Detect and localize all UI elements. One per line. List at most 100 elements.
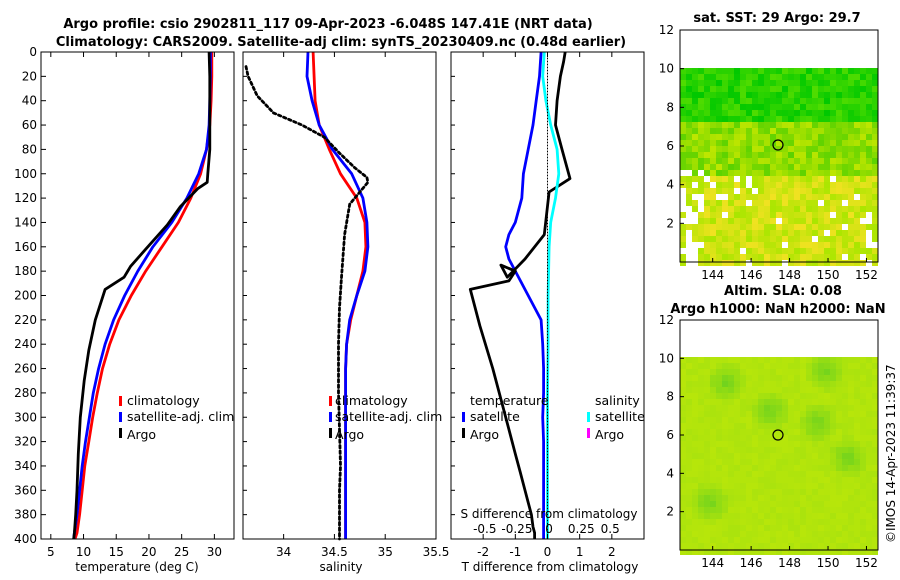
- sla-map-cell: [836, 369, 842, 375]
- sst-map-cell: [860, 170, 866, 176]
- sst-map-cell: [854, 158, 860, 164]
- sla-map-cell: [686, 543, 692, 549]
- sla-map-cell: [692, 549, 698, 555]
- sst-map-cell: [842, 80, 848, 86]
- sst-map-cell: [710, 110, 716, 116]
- sst-map-cell: [848, 230, 854, 236]
- sla-map-cell: [740, 477, 746, 483]
- sla-map-cell: [686, 453, 692, 459]
- sst-map-cell: [698, 176, 704, 182]
- sla-map-cell: [842, 537, 848, 543]
- sla_map-lon-tick-label: 144: [701, 556, 724, 570]
- sla-map-cell: [716, 405, 722, 411]
- sst-map-cell: [812, 224, 818, 230]
- sla-map-cell: [722, 441, 728, 447]
- sla-map-cell: [770, 375, 776, 381]
- sst-map-cell: [824, 92, 830, 98]
- sst-map-cell: [800, 218, 806, 224]
- sla-map-cell: [824, 453, 830, 459]
- sst-map-cell: [692, 206, 698, 212]
- sla-map-cell: [698, 519, 704, 525]
- sst-map-cell: [824, 116, 830, 122]
- sla-map-cell: [692, 537, 698, 543]
- sla-map-cell: [800, 363, 806, 369]
- sst-map-cell: [860, 242, 866, 248]
- sst-map-cell: [722, 80, 728, 86]
- sst-map-cell: [692, 236, 698, 242]
- sst-map-cell: [866, 86, 872, 92]
- sla-map-cell: [872, 381, 878, 387]
- depth-tick-label: 200: [14, 289, 37, 303]
- sla-map-cell: [776, 471, 782, 477]
- sst-map-cell: [848, 92, 854, 98]
- sst-map-cell: [722, 128, 728, 134]
- sst-map-cell: [764, 134, 770, 140]
- sla-map-cell: [788, 459, 794, 465]
- sst-map-cell: [722, 206, 728, 212]
- sst-map-cell: [752, 104, 758, 110]
- sst-map-cell: [740, 98, 746, 104]
- sst-map-cell: [686, 128, 692, 134]
- sla-map-cell: [812, 549, 818, 555]
- sst-map-cell: [830, 260, 836, 266]
- sla-map-cell: [776, 549, 782, 555]
- sst-map-cell: [680, 152, 686, 158]
- sla-map-cell: [794, 495, 800, 501]
- sla-map-cell: [776, 525, 782, 531]
- sla-map-cell: [752, 489, 758, 495]
- sst-map-cell: [818, 110, 824, 116]
- sst-map-cell: [860, 104, 866, 110]
- sst-map-cell: [848, 176, 854, 182]
- sst-map-cell: [764, 218, 770, 224]
- sst-map-cell: [794, 218, 800, 224]
- sla-map-cell: [866, 477, 872, 483]
- sst-map-cell: [866, 152, 872, 158]
- sla-map-cell: [830, 537, 836, 543]
- sst-map-cell: [836, 152, 842, 158]
- sla-map-cell: [680, 519, 686, 525]
- sla-map-cell: [830, 465, 836, 471]
- sst-map-cell: [752, 80, 758, 86]
- sla-map-cell: [848, 471, 854, 477]
- sst-map-cell: [728, 230, 734, 236]
- t-difference-x-axis-label: T difference from climatology: [461, 560, 639, 574]
- sst-map-cell: [782, 206, 788, 212]
- sla-map-cell: [848, 465, 854, 471]
- sst-map-cell: [716, 254, 722, 260]
- sla-map-cell: [788, 537, 794, 543]
- sst-map-cell: [836, 86, 842, 92]
- sst-map-cell: [812, 152, 818, 158]
- sst-map-cell: [794, 80, 800, 86]
- sst-map-cell: [710, 116, 716, 122]
- sla-map-cell: [752, 525, 758, 531]
- sla-map-cell: [776, 363, 782, 369]
- sla-map-cell: [824, 549, 830, 555]
- sla-map-cell: [740, 357, 746, 363]
- sst-map-cell: [836, 200, 842, 206]
- sla-map-cell: [848, 459, 854, 465]
- sst-map-cell: [818, 212, 824, 218]
- sla-map-cell: [812, 531, 818, 537]
- sla-map-cell: [698, 399, 704, 405]
- sst-map-cell: [848, 98, 854, 104]
- sst-map-cell: [866, 80, 872, 86]
- sla-map-cell: [680, 525, 686, 531]
- sla-map-cell: [854, 423, 860, 429]
- sst-map-cell: [686, 110, 692, 116]
- sla-map-cell: [686, 375, 692, 381]
- sla-map-cell: [734, 459, 740, 465]
- sst-map-cell: [752, 158, 758, 164]
- sst-map-cell: [752, 176, 758, 182]
- sla-map-cell: [788, 357, 794, 363]
- sst-map-cell: [782, 254, 788, 260]
- sst-map-cell: [842, 146, 848, 152]
- sla-map-cell: [812, 477, 818, 483]
- sst-map-cell: [764, 188, 770, 194]
- sla-map-cell: [854, 363, 860, 369]
- sla-map-cell: [824, 447, 830, 453]
- sla-map-cell: [842, 387, 848, 393]
- sla-map-cell: [824, 375, 830, 381]
- sst-map-cell: [800, 242, 806, 248]
- sst-map-cell: [842, 236, 848, 242]
- sla-map-cell: [806, 429, 812, 435]
